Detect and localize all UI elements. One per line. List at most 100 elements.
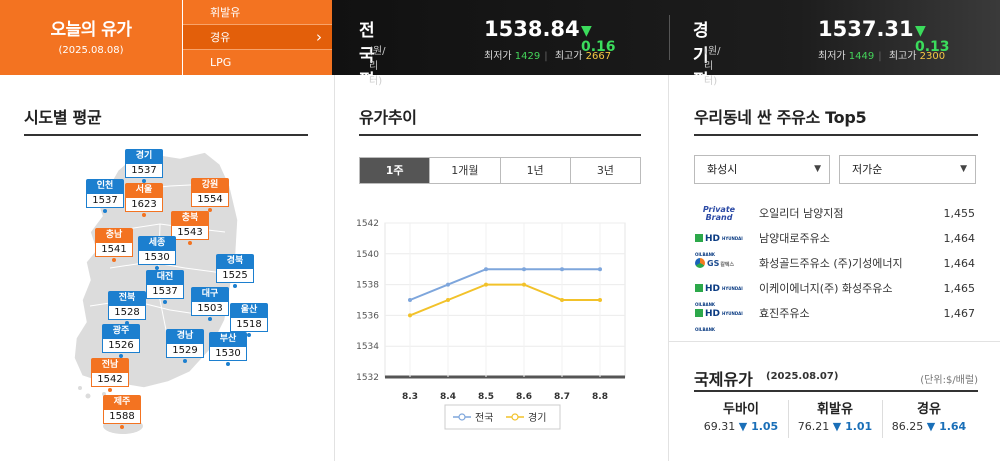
data-point — [598, 298, 602, 302]
section-underline — [359, 134, 641, 136]
national-min-max: 최저가 1429 | 최고가 2667 — [484, 51, 612, 62]
hd-oilbank-logo: HD HYUNDAI OILBANK — [695, 234, 743, 257]
summary-divider — [669, 15, 670, 60]
cheap-stations-title: 우리동네 싼 주유소 Top5 — [694, 108, 867, 127]
top-summary-background — [332, 0, 1000, 75]
gyeonggi-average-price: 1537.31 — [818, 17, 914, 41]
data-point — [446, 282, 450, 287]
x-tick-label: 8.5 — [478, 392, 494, 402]
data-point — [446, 298, 450, 302]
y-tick-label: 1532 — [356, 373, 379, 383]
region-price: 1537 — [86, 193, 124, 208]
region-price: 1623 — [125, 197, 163, 212]
region-pin-sejong[interactable]: 세종 1530 — [138, 236, 176, 270]
tab-diesel-label: 경유 — [210, 31, 231, 44]
region-pin-jeonnam[interactable]: 전남 1542 — [91, 358, 129, 392]
data-point — [598, 267, 602, 272]
intl-divider — [788, 400, 789, 438]
region-pin-gyeongbuk[interactable]: 경북 1525 — [216, 254, 254, 288]
region-pin-daegu[interactable]: 대구 1503 — [191, 287, 229, 321]
data-point — [560, 298, 564, 302]
tab-1-week[interactable]: 1주 — [360, 158, 430, 183]
region-pin-chungbuk[interactable]: 충북 1543 — [171, 211, 209, 245]
region-price: 1588 — [103, 409, 141, 424]
tab-1-month[interactable]: 1개월 — [429, 158, 499, 183]
region-pin-jeonbuk[interactable]: 전북 1528 — [108, 291, 146, 325]
region-pin-gyeongnam[interactable]: 경남 1529 — [166, 329, 204, 363]
region-price: 1543 — [171, 225, 209, 240]
intl-change: ▼ 1.01 — [832, 420, 873, 433]
hd-oilbank-logo: HD HYUNDAI OILBANK — [695, 284, 743, 307]
section-underline — [694, 134, 978, 136]
legend-label: 경기 — [528, 411, 546, 424]
sort-select[interactable]: 저가순 ▼ — [839, 155, 976, 184]
tab-1-year[interactable]: 1년 — [499, 158, 570, 183]
section-underline — [24, 134, 308, 136]
gyeonggi-min-label: 최저가 — [818, 51, 846, 62]
city-select[interactable]: 화성시 ▼ — [694, 155, 830, 184]
region-pin-daejeon[interactable]: 대전 1537 — [146, 270, 184, 304]
tab-lpg-label: LPG — [210, 56, 232, 69]
region-pin-gyeonggi[interactable]: 경기 1537 — [125, 149, 163, 183]
legend-label: 전국 — [475, 412, 493, 424]
station-row[interactable]: Private Brand 오일리더 남양지점 1,455 — [695, 202, 975, 226]
region-price: 1529 — [166, 343, 204, 358]
gyeonggi-min-max: 최저가 1449 | 최고가 2300 — [818, 51, 946, 62]
station-row[interactable]: HD HYUNDAI OILBANK 이케이에너지(주) 화성주유소 1,465 — [695, 277, 976, 307]
station-price: 1,464 — [943, 232, 976, 245]
chevron-right-icon: › — [316, 28, 322, 46]
station-name: 이케이에너지(주) 화성주유소 — [759, 282, 893, 295]
regional-average-title: 시도별 평균 — [24, 108, 102, 127]
station-name: 효진주유소 — [759, 307, 810, 320]
gyeonggi-average-change: ▼ 0.13 — [915, 23, 950, 55]
region-pin-jeju[interactable]: 제주 1588 — [103, 395, 141, 429]
region-pin-busan[interactable]: 부산 1530 — [209, 332, 247, 366]
region-name: 세종 — [138, 236, 176, 250]
national-max-label: 최고가 — [554, 51, 583, 62]
region-name: 전북 — [108, 291, 146, 305]
region-pin-gangwon[interactable]: 강원 1554 — [191, 178, 229, 212]
region-name: 울산 — [230, 303, 268, 317]
region-pin-chungnam[interactable]: 충남 1541 — [95, 228, 133, 262]
region-name: 충북 — [171, 211, 209, 225]
legend-marker — [458, 413, 466, 421]
intl-name: 두바이 — [723, 402, 759, 417]
y-tick-label: 1538 — [356, 281, 379, 291]
station-price: 1,467 — [943, 307, 976, 320]
region-pin-gwangju[interactable]: 광주 1526 — [102, 324, 140, 358]
station-row[interactable]: GS칼텍스 화성골드주유소 (주)기성에너지 1,464 — [695, 252, 975, 276]
international-price-title: 국제유가 — [694, 370, 753, 389]
period-tabs: 1주 1개월 1년 3년 — [359, 157, 641, 184]
region-pin-ulsan[interactable]: 울산 1518 — [230, 303, 268, 337]
price-trend-title: 유가추이 — [359, 108, 417, 127]
tab-3-years[interactable]: 3년 — [569, 158, 640, 183]
data-point — [484, 282, 488, 287]
y-tick-label: 1542 — [356, 219, 379, 229]
station-price: 1,465 — [943, 282, 976, 295]
region-price: 1542 — [91, 372, 129, 387]
national-average-price: 1538.84 — [484, 17, 580, 41]
tab-gasoline[interactable]: 휘발유 — [183, 0, 332, 25]
intl-change: ▼ 1.64 — [926, 420, 967, 433]
series-line — [409, 268, 600, 301]
tab-lpg[interactable]: LPG — [183, 50, 332, 75]
region-name: 충남 — [95, 228, 133, 242]
national-max-value: 2667 — [585, 51, 612, 62]
x-tick-label: 8.8 — [592, 392, 608, 402]
station-price: 1,455 — [943, 207, 976, 220]
international-price-date: (2025.08.07) — [766, 371, 839, 382]
y-tick-label: 1534 — [356, 342, 379, 352]
column-divider — [668, 75, 669, 461]
station-row[interactable]: HD HYUNDAI OILBANK 효진주유소 1,467 — [695, 302, 976, 332]
national-min-label: 최저가 — [484, 51, 512, 62]
data-point — [560, 267, 564, 272]
region-pin-incheon[interactable]: 인천 1537 — [86, 179, 124, 213]
intl-divider — [882, 400, 883, 438]
today-price-title-block: 오늘의 유가 (2025.08.08) — [0, 0, 182, 75]
region-pin-seoul[interactable]: 서울 1623 — [125, 183, 163, 217]
station-row[interactable]: HD HYUNDAI OILBANK 남양대로주유소 1,464 — [695, 227, 976, 257]
national-average-change: ▼ 0.16 — [581, 23, 616, 55]
tab-diesel[interactable]: 경유 › — [183, 25, 332, 50]
region-name: 대전 — [146, 270, 184, 284]
x-tick-label: 8.4 — [440, 392, 456, 402]
